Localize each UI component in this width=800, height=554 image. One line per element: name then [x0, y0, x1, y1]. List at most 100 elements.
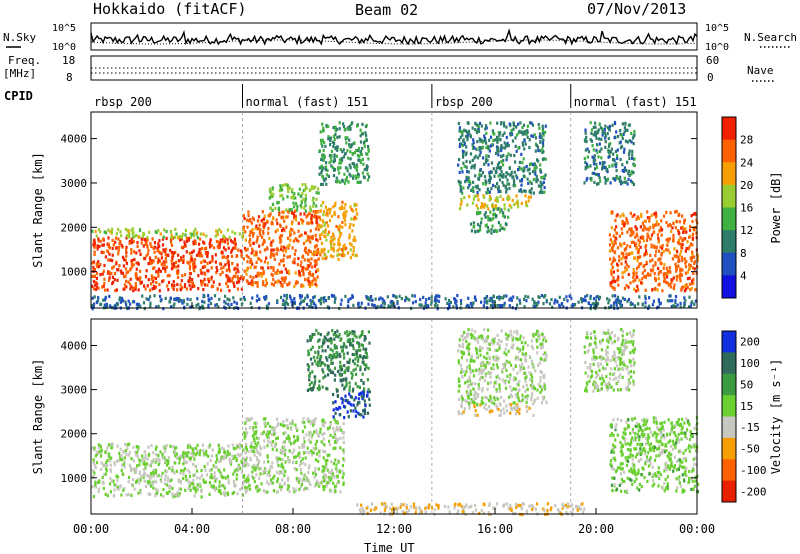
data-cell	[316, 210, 319, 214]
data-cell	[319, 302, 322, 306]
data-cell	[200, 280, 204, 285]
data-cell	[192, 482, 195, 486]
data-cell	[300, 294, 303, 298]
data-cell	[509, 133, 512, 137]
data-cell	[329, 423, 332, 427]
data-cell	[627, 272, 630, 277]
data-cell	[514, 307, 518, 311]
data-cell	[423, 304, 426, 308]
data-cell	[130, 285, 133, 289]
data-cell	[681, 268, 684, 272]
data-cell	[692, 271, 695, 275]
data-cell	[158, 259, 161, 263]
data-cell	[157, 259, 160, 263]
data-cell	[256, 450, 259, 454]
data-cell	[459, 203, 462, 207]
data-cell	[279, 194, 282, 198]
data-cell	[479, 228, 482, 232]
data-cell	[244, 442, 248, 446]
data-cell	[255, 436, 258, 440]
data-cell	[282, 197, 285, 201]
data-cell	[341, 378, 344, 382]
data-cell	[348, 138, 351, 142]
data-cell	[361, 330, 364, 334]
data-cell	[672, 304, 675, 308]
data-cell	[324, 299, 327, 303]
data-cell	[149, 304, 152, 308]
data-cell	[621, 271, 624, 275]
data-cell	[644, 288, 647, 292]
data-cell	[283, 294, 286, 298]
data-cell	[293, 192, 296, 196]
data-cell	[142, 468, 146, 472]
data-cell	[475, 147, 478, 151]
data-cell	[318, 450, 321, 454]
data-cell	[189, 456, 192, 460]
data-cell	[663, 275, 666, 279]
data-cell	[347, 127, 350, 131]
data-cell	[654, 286, 657, 291]
data-cell	[191, 454, 194, 458]
data-region	[306, 328, 371, 393]
data-cell	[99, 445, 102, 449]
data-cell	[174, 454, 177, 458]
data-cell	[282, 249, 285, 253]
data-cell	[347, 366, 350, 370]
data-cell	[176, 275, 180, 279]
data-cell	[315, 237, 318, 241]
data-cell	[341, 220, 344, 225]
data-cell	[165, 229, 168, 234]
data-cell	[130, 457, 133, 461]
data-cell	[91, 485, 94, 489]
data-cell	[621, 136, 624, 141]
data-cell	[485, 154, 488, 158]
data-cell	[207, 279, 211, 284]
data-cell	[166, 479, 169, 483]
data-cell	[297, 477, 300, 481]
data-cell	[94, 283, 97, 287]
data-cell	[357, 173, 360, 177]
data-cell	[175, 456, 179, 460]
data-cell	[370, 295, 373, 299]
data-cell	[286, 244, 289, 248]
data-cell	[266, 444, 269, 448]
data-cell	[351, 330, 354, 334]
data-cell	[258, 231, 261, 235]
data-cell	[644, 301, 647, 305]
data-cell	[347, 298, 350, 302]
data-cell	[251, 280, 255, 284]
data-cell	[433, 299, 437, 303]
data-cell	[245, 461, 248, 465]
data-cell	[202, 280, 205, 284]
data-cell	[488, 194, 492, 198]
data-cell	[308, 378, 311, 382]
data-cell	[313, 421, 316, 425]
data-cell	[228, 289, 231, 293]
data-cell	[248, 240, 251, 244]
data-cell	[327, 249, 330, 253]
data-cell	[604, 136, 607, 140]
data-cell	[313, 430, 316, 434]
data-cell	[527, 195, 530, 199]
data-cell	[268, 236, 271, 241]
data-cell	[246, 476, 249, 480]
data-cell	[236, 275, 239, 279]
data-cell	[334, 489, 337, 493]
data-cell	[356, 359, 360, 363]
data-cell	[127, 229, 130, 233]
data-cell	[120, 493, 123, 497]
data-cell	[295, 280, 298, 284]
data-cell	[281, 302, 284, 306]
data-cell	[487, 147, 490, 151]
data-cell	[317, 257, 320, 261]
data-cell	[665, 210, 668, 215]
data-cell	[127, 299, 130, 303]
data-cell	[339, 302, 342, 306]
data-cell	[167, 459, 170, 463]
data-cell	[486, 191, 489, 195]
data-cell	[284, 469, 287, 474]
data-cell	[253, 253, 256, 257]
data-cell	[225, 281, 228, 286]
data-cell	[185, 478, 188, 482]
data-cell	[587, 165, 590, 169]
